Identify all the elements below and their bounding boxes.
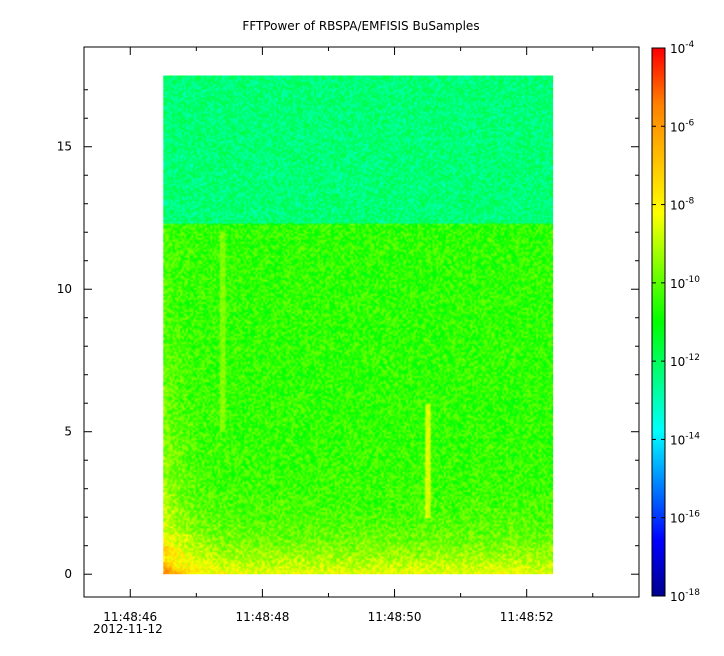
colorbar-tick-label: 10-6: [670, 118, 695, 134]
colorbar-tick-label: 10-4: [670, 40, 695, 56]
spectrogram-heatmap: [163, 75, 554, 575]
colorbar-frame: [651, 47, 666, 597]
x-tick-label: 11:48:50: [368, 610, 422, 624]
colorbar: 10-4 10-6 10-8 10-10 10-12 10-14 10-16 10-18: [651, 40, 700, 604]
x-tick-label: 11:48:48: [235, 610, 289, 624]
y-tick-label: 10: [57, 282, 72, 296]
spectrogram-image: [163, 75, 554, 575]
colorbar-tick-label: 10-12: [670, 353, 700, 369]
y-tick-label: 5: [64, 425, 72, 439]
x-tick-label: 11:48:46: [103, 610, 157, 624]
colorbar-tick-label: 10-18: [670, 588, 700, 604]
chart-title: FFTPower of RBSPA/EMFISIS BuSamples: [242, 19, 479, 33]
colorbar-ticks: 10-4 10-6 10-8 10-10 10-12 10-14 10-16 10-18: [652, 40, 700, 604]
x-date-label: 2012-11-12: [93, 622, 163, 636]
x-axis: 11:48:46 11:48:48 11:48:50 11:48:52: [103, 47, 594, 624]
y-tick-label: 15: [57, 140, 72, 154]
colorbar-tick-label: 10-8: [670, 197, 695, 213]
colorbar-tick-label: 10-14: [670, 431, 700, 447]
x-tick-label: 11:48:52: [500, 610, 554, 624]
colorbar-tick-label: 10-10: [670, 275, 700, 291]
y-axis: 0 5 10 15: [57, 89, 639, 581]
colorbar-gradient: [652, 48, 665, 596]
y-tick-label: 0: [64, 567, 72, 581]
colorbar-tick-label: 10-16: [670, 510, 700, 526]
